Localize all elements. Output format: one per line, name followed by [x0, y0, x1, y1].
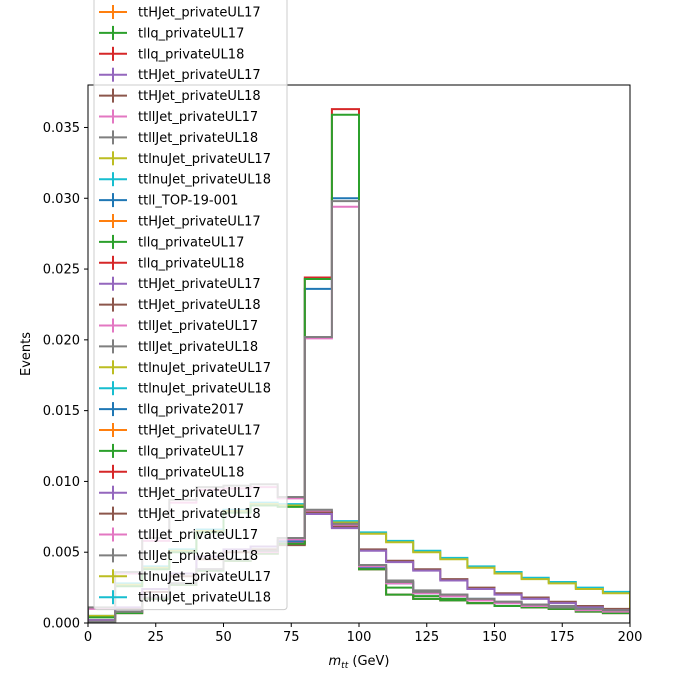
legend-entry: ttllJet_privateUL17 [99, 109, 258, 125]
x-tick-label: 0 [84, 630, 92, 645]
legend-entry: ttllJet_privateUL18 [99, 130, 258, 146]
legend-label: ttlnuJet_privateUL18 [138, 591, 271, 606]
legend-entry: ttHJet_privateUL17 [99, 67, 261, 83]
legend-label: ttlnuJet_privateUL18 [138, 173, 271, 188]
y-axis-label: Events [19, 332, 34, 376]
y-tick-label: 0.020 [43, 333, 80, 348]
y-tick-label: 0.005 [43, 546, 80, 561]
legend-label: tllq_privateUL18 [138, 47, 244, 62]
legend-entry: ttlnuJet_privateUL17 [99, 569, 271, 585]
legend-label: tllq_privateUL17 [138, 444, 244, 459]
x-tick-label: 150 [482, 630, 507, 645]
legend-label: ttHJet_privateUL18 [138, 507, 261, 522]
legend-entry: ttlnuJet_privateUL17 [99, 151, 271, 167]
y-tick-label: 0.000 [43, 617, 80, 632]
legend-label: ttHJet_privateUL17 [138, 424, 261, 439]
y-tick-label: 0.010 [43, 475, 80, 490]
legend-entry: ttllJet_privateUL17 [99, 318, 258, 334]
legend-entry: tllq_privateUL18 [99, 46, 244, 62]
legend-label: tllq_privateUL17 [138, 26, 244, 41]
x-tick-label: 100 [347, 630, 372, 645]
legend-entry: ttlnuJet_privateUL18 [99, 590, 271, 606]
legend-entry: ttllJet_privateUL18 [99, 548, 258, 564]
legend-label: ttll_TOP-19-001 [138, 194, 238, 209]
y-tick-label: 0.030 [43, 192, 80, 207]
legend-label: tllq_private2017 [138, 403, 244, 418]
x-axis-label-symbol: m [329, 654, 342, 669]
x-axis-label: mtt (GeV) [329, 654, 390, 671]
legend-entry: tllq_privateUL18 [99, 464, 244, 480]
legend-box [93, 0, 288, 611]
y-tick-label: 0.025 [43, 263, 80, 278]
legend-label: ttHJet_privateUL18 [138, 298, 261, 313]
legend-entry: tllq_private2017 [99, 402, 244, 418]
legend-entry: tllq_privateUL17 [99, 443, 244, 459]
legend-label: ttlnuJet_privateUL17 [138, 361, 271, 376]
legend-label: ttllJet_privateUL17 [138, 319, 258, 334]
legend-entry: ttll_TOP-19-001 [99, 193, 238, 209]
x-tick-label: 200 [618, 630, 643, 645]
axes: 0 25 50 75 100 125 150 175 200 0.000 0.005 0.010 0.0… [43, 84, 643, 645]
legend-label: ttHJet_privateUL17 [138, 486, 261, 501]
legend-entry: ttlnuJet_privateUL18 [99, 381, 271, 397]
legend: ttHJet_privateUL17 tllq_privateUL17 tllq_p… [93, 0, 288, 611]
x-axis-label-unit: (GeV) [348, 654, 389, 669]
legend-entry: ttHJet_privateUL17 [99, 485, 261, 501]
x-tick-label: 25 [147, 630, 164, 645]
legend-label: tllq_privateUL17 [138, 235, 244, 250]
legend-label: ttllJet_privateUL17 [138, 528, 258, 543]
legend-entry: tllq_privateUL17 [99, 234, 244, 250]
legend-label: tllq_privateUL18 [138, 256, 244, 271]
legend-label: ttllJet_privateUL18 [138, 549, 258, 564]
legend-label: ttllJet_privateUL18 [138, 340, 258, 355]
y-tick-label: 0.035 [43, 121, 80, 136]
legend-label: ttHJet_privateUL18 [138, 89, 261, 104]
legend-label: ttlnuJet_privateUL18 [138, 382, 271, 397]
legend-entry: ttHJet_privateUL17 [99, 423, 261, 439]
legend-label: ttHJet_privateUL17 [138, 68, 261, 83]
x-tick-label: 50 [215, 630, 232, 645]
legend-entry: ttllJet_privateUL18 [99, 339, 258, 355]
x-axis-label-subscript: tt [341, 661, 349, 671]
legend-label: ttHJet_privateUL17 [138, 215, 261, 230]
legend-label: ttHJet_privateUL17 [138, 277, 261, 292]
x-tick-label: 125 [414, 630, 439, 645]
legend-entry: ttHJet_privateUL17 [99, 214, 261, 230]
legend-entry: ttHJet_privateUL18 [99, 506, 261, 522]
legend-entry: ttlnuJet_privateUL18 [99, 172, 271, 188]
legend-entry: ttHJet_privateUL18 [99, 88, 261, 104]
legend-entry: tllq_privateUL18 [99, 255, 244, 271]
legend-label: ttlnuJet_privateUL17 [138, 152, 271, 167]
x-tick-label: 175 [550, 630, 575, 645]
legend-label: ttllJet_privateUL18 [138, 131, 258, 146]
legend-entry: ttHJet_privateUL17 [99, 5, 261, 21]
legend-entry: ttllJet_privateUL17 [99, 527, 258, 543]
legend-label: tllq_privateUL18 [138, 465, 244, 480]
legend-entry: ttHJet_privateUL17 [99, 276, 261, 292]
legend-label: ttHJet_privateUL17 [138, 6, 261, 21]
legend-entry: tllq_privateUL17 [99, 25, 244, 41]
legend-label: ttlnuJet_privateUL17 [138, 570, 271, 585]
legend-entry: ttHJet_privateUL18 [99, 297, 261, 313]
y-tick-label: 0.015 [43, 404, 80, 419]
legend-label: ttllJet_privateUL17 [138, 110, 258, 125]
x-tick-label: 75 [283, 630, 300, 645]
legend-entry: ttlnuJet_privateUL17 [99, 360, 271, 376]
